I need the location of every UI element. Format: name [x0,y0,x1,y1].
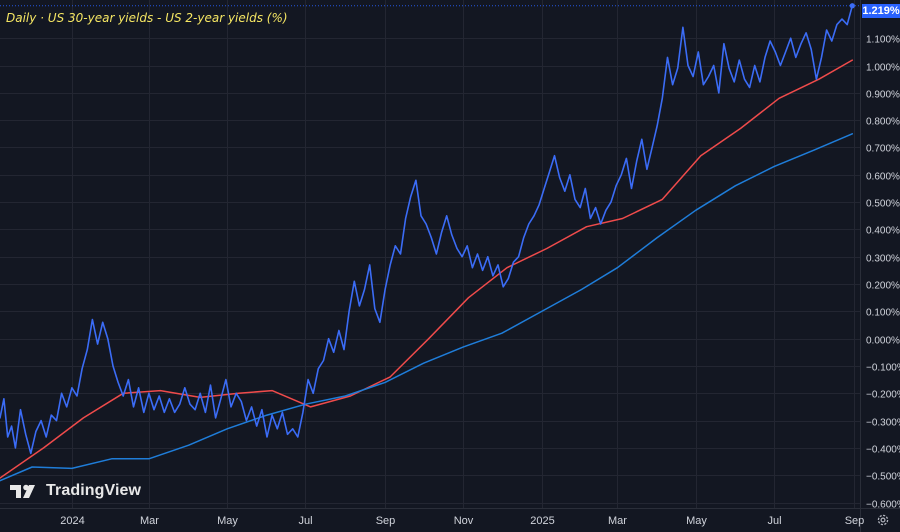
x-tick-label: 2025 [530,515,554,527]
tradingview-watermark: TradingView [10,482,141,500]
tradingview-logo-icon [10,484,35,498]
y-tick-label: 0.800% [866,117,900,128]
y-tick-label: −0.400% [866,445,900,456]
x-tick-label: Mar [608,515,627,527]
x-tick-label: Sep [845,515,865,527]
y-tick-label: −0.200% [866,390,900,401]
x-tick-label: May [686,515,707,527]
series-layer [0,3,855,482]
y-tick-label: 0.300% [866,254,900,265]
y-tick-label: 0.100% [866,308,900,319]
red-average-line [0,59,854,479]
y-tick-label: −0.600% [866,500,900,511]
y-tick-label: 0.200% [866,281,900,292]
y-tick-label: 0.000% [866,336,900,347]
y-tick-label: 0.600% [866,172,900,183]
x-tick-label: Sep [376,515,396,527]
x-tick-label: Nov [454,515,474,527]
chart-title: Daily · US 30-year yields - US 2-year yi… [6,11,288,25]
x-tick-label: May [217,515,238,527]
last-value-label: 1.219% [862,4,900,18]
axis-layer: 1.100% 1.000% 0.900% 0.800% 0.700% 0.600% 0.50… [60,35,900,528]
y-tick-label: 0.900% [866,90,900,101]
y-tick-label: 0.700% [866,144,900,155]
x-tick-label: Jul [298,515,312,527]
gear-icon[interactable] [876,513,890,527]
yield-spread-line [0,4,854,455]
x-tick-label: 2024 [60,515,84,527]
x-tick-label: Mar [140,515,159,527]
y-tick-label: −0.300% [866,418,900,429]
y-tick-label: 0.500% [866,199,900,210]
blue-average-line [0,133,854,482]
x-tick-label: Jul [767,515,781,527]
tradingview-brand: TradingView [46,482,142,499]
y-tick-label: −0.100% [866,363,900,374]
y-tick-label: 1.100% [866,35,900,46]
y-tick-label: 0.400% [866,226,900,237]
y-tick-label: 1.000% [866,63,900,74]
last-point-marker [849,3,855,9]
y-tick-label: −0.500% [866,472,900,483]
